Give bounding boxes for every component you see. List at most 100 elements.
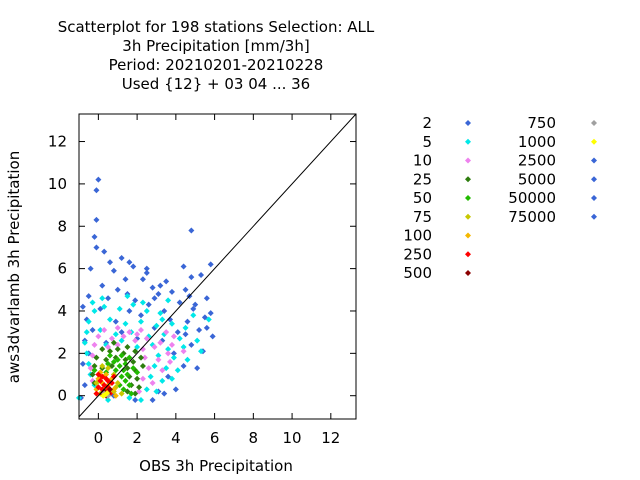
legend-label-50000: 50000 (508, 189, 556, 207)
legend-label-5000: 5000 (518, 170, 556, 188)
legend-marker-10 (465, 157, 471, 164)
data-point-5-55 (159, 316, 166, 323)
data-point-5-50 (124, 293, 131, 300)
data-point-100-8 (112, 392, 119, 399)
data-point-10-11 (168, 341, 175, 348)
x-tick-label-10: 10 (283, 429, 302, 447)
title-line-4: Used {12} + 03 04 ... 36 (122, 75, 310, 93)
legend-marker-250 (465, 251, 471, 258)
data-point-10-0 (101, 327, 108, 334)
data-point-5-37 (147, 373, 154, 380)
data-point-25-10 (137, 354, 144, 361)
data-point-50-12 (122, 377, 129, 384)
legend-label-500: 500 (403, 264, 432, 282)
data-point-25-5 (93, 354, 100, 361)
data-point-2-26 (155, 291, 162, 298)
data-point-250-11 (93, 390, 100, 397)
data-point-5-33 (151, 363, 158, 370)
legend-marker-50000 (591, 195, 597, 201)
data-point-5-3 (130, 301, 137, 308)
data-point-2-8 (126, 259, 133, 266)
data-point-2-25 (132, 297, 139, 304)
data-point-5-1 (101, 303, 108, 310)
data-point-5-11 (168, 320, 175, 327)
data-point-5-41 (143, 386, 150, 393)
legend-label-25: 25 (413, 170, 432, 188)
data-point-2-14 (139, 276, 146, 283)
data-point-5-31 (184, 356, 191, 363)
data-point-10-5 (95, 333, 102, 340)
data-point-5-32 (85, 360, 92, 367)
data-point-100-5 (110, 386, 117, 393)
data-point-10-10 (157, 339, 164, 346)
data-point-25-3 (124, 343, 131, 350)
data-point-10-12 (91, 341, 98, 348)
data-point-25-9 (130, 358, 137, 365)
legend-label-1000: 1000 (518, 133, 556, 151)
data-point-5-53 (89, 299, 96, 306)
x-tick-label-4: 4 (171, 429, 181, 447)
data-point-2-64 (81, 382, 88, 389)
identity-line (78, 113, 357, 418)
y-tick-label-4: 4 (57, 302, 67, 320)
data-point-75-0 (99, 363, 106, 370)
legend-marker-500 (465, 270, 471, 276)
data-point-25-15 (139, 363, 146, 370)
data-point-50-20 (134, 369, 141, 376)
data-point-25-21 (136, 384, 143, 391)
data-point-2-56 (79, 360, 86, 367)
data-point-75-1 (105, 365, 112, 372)
data-point-10-30 (180, 348, 187, 355)
legend-label-100: 100 (403, 227, 432, 245)
legend-marker-750 (591, 120, 597, 126)
data-point-10-19 (141, 354, 148, 361)
data-point-50-6 (110, 358, 117, 365)
data-point-2-74 (87, 265, 94, 272)
data-point-2-22 (182, 286, 189, 293)
data-point-50-2 (118, 352, 125, 359)
data-point-5-29 (155, 352, 162, 359)
data-point-500-4 (106, 386, 113, 393)
data-point-5-15 (112, 331, 119, 338)
data-point-10-9 (143, 335, 150, 342)
data-point-2-63 (149, 396, 156, 403)
data-point-5-48 (198, 348, 205, 355)
legend-label-2: 2 (422, 114, 432, 132)
legend-label-75000: 75000 (508, 208, 556, 226)
y-tick-label-2: 2 (57, 344, 67, 362)
data-point-10-13 (105, 343, 112, 350)
data-point-5-23 (118, 337, 125, 344)
data-point-10-15 (139, 346, 146, 353)
legend-label-2500: 2500 (518, 152, 556, 170)
data-point-2-21 (168, 288, 175, 295)
data-point-2-78 (192, 301, 199, 308)
data-point-2-4 (188, 227, 195, 234)
data-point-2-32 (145, 301, 152, 308)
data-point-5-20 (194, 337, 201, 344)
data-point-2-20 (149, 284, 156, 291)
data-point-1000-2 (100, 392, 107, 399)
data-point-2-71 (143, 269, 150, 276)
data-point-2-40 (184, 318, 191, 325)
data-point-2-11 (207, 261, 214, 268)
data-point-2-76 (157, 282, 164, 289)
y-tick-label-12: 12 (48, 133, 67, 151)
data-point-5-21 (81, 339, 88, 346)
data-point-2-31 (126, 307, 133, 314)
y-tick-label-8: 8 (57, 217, 67, 235)
data-point-25-2 (114, 346, 121, 353)
data-point-2-38 (137, 312, 144, 319)
data-point-25-18 (134, 375, 141, 382)
data-point-10-21 (167, 358, 174, 365)
data-point-50-8 (120, 367, 127, 374)
data-point-10-6 (108, 335, 115, 342)
data-point-5-28 (83, 350, 90, 357)
data-point-25-23 (132, 390, 139, 397)
data-point-2-68 (161, 390, 168, 397)
title-line-2: 3h Precipitation [mm/3h] (122, 37, 309, 55)
data-point-10-17 (165, 350, 172, 357)
data-point-2-12 (110, 267, 117, 274)
legend-label-75: 75 (413, 208, 432, 226)
data-point-5-10 (153, 322, 160, 329)
data-point-50-5 (105, 360, 112, 367)
